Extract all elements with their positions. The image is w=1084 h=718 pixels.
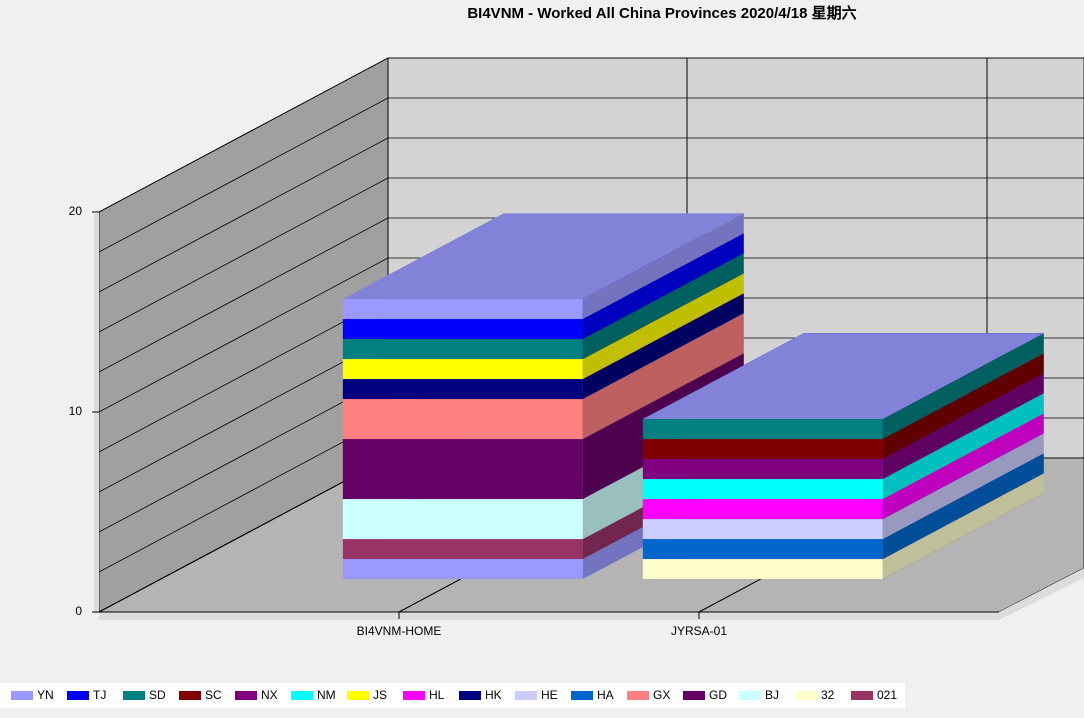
bar-front [342,499,583,540]
bar-top [642,333,1044,420]
bar-front [342,559,583,580]
legend-swatch [291,691,313,700]
bar-front [342,299,583,320]
bar-side [882,333,1044,440]
bar-front [342,379,583,400]
grid-line [98,137,389,293]
legend-swatch [515,691,537,700]
legend-label: HK [485,688,502,702]
bar-front [342,339,583,360]
legend-label: 021 [877,688,897,702]
grid-line [98,337,389,493]
legend-swatch [235,691,257,700]
legend-swatch [403,691,425,700]
legend-label: TJ [93,688,106,702]
chart-title: BI4VNM - Worked All China Provinces 2020… [467,4,856,22]
bar-side [882,373,1044,480]
bar-front [642,479,883,500]
legend-swatch [67,691,89,700]
grid-line [98,297,389,453]
legend-swatch [123,691,145,700]
legend-label: 32 [821,688,835,702]
y-tick-label: 0 [75,604,82,618]
bar-top [342,213,744,300]
grid-line [98,57,389,213]
bar-front [642,459,883,480]
bar-front [342,399,583,440]
legend-label: NM [317,688,336,702]
bar-side [882,393,1044,500]
bar-front [642,419,883,440]
floor-edge [99,568,1084,620]
legend-swatch [459,691,481,700]
legend-label: HL [429,688,445,702]
legend-swatch [795,691,817,700]
bar-side [582,213,744,320]
legend-swatch [11,691,33,700]
y-tick-label: 20 [69,204,83,218]
legend-label: GD [709,688,727,702]
legend-swatch [851,691,873,700]
bar-side [582,233,744,340]
bar-side [882,433,1044,540]
grid-line [98,217,389,373]
bar-side [582,313,744,440]
legend-swatch [347,691,369,700]
bar-front [342,359,583,380]
legend-swatch [739,691,761,700]
bar-front [642,439,883,460]
bar-side [882,453,1044,560]
bar-front [342,539,583,560]
bar-side [882,413,1044,520]
legend-label: SC [205,688,222,702]
bar-side [582,273,744,380]
grid-line [98,417,389,573]
bar-front [642,539,883,560]
bar-front [642,559,883,580]
legend-swatch [627,691,649,700]
grid-line [98,457,389,613]
legend-label: HE [541,688,558,702]
grid-line [98,177,389,333]
x-tick-label: BI4VNM-HOME [357,624,442,638]
x-tick-label: JYRSA-01 [671,624,727,638]
legend-swatch [683,691,705,700]
grid-line [98,377,389,533]
legend-swatch [179,691,201,700]
legend-label: NX [261,688,278,702]
wall-edge [94,212,99,615]
grid-line [98,97,389,253]
legend-label: JS [373,688,387,702]
legend-label: GX [653,688,670,702]
y-tick-label: 10 [69,404,83,418]
bar-front [642,519,883,540]
bar-side [582,293,744,400]
legend-swatch [571,691,593,700]
bar-front [642,499,883,520]
bar-side [582,253,744,360]
legend-label: HA [597,688,614,702]
legend-label: YN [37,688,54,702]
legend-label: SD [149,688,166,702]
bar-side [882,353,1044,460]
legend-label: BJ [765,688,779,702]
bar-front [342,319,583,340]
bar-front [342,439,583,500]
bar-side [882,473,1044,580]
grid-line [98,257,389,413]
